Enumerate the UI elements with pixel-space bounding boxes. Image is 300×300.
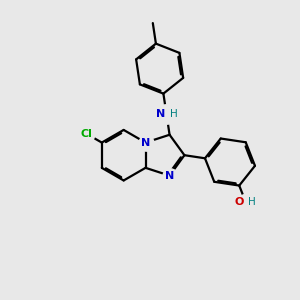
Text: Cl: Cl [80, 129, 92, 139]
Text: O: O [235, 197, 244, 207]
Text: H: H [170, 109, 178, 119]
Text: N: N [165, 171, 174, 181]
Text: N: N [141, 138, 150, 148]
Text: H: H [248, 197, 256, 207]
Text: N: N [156, 109, 165, 119]
